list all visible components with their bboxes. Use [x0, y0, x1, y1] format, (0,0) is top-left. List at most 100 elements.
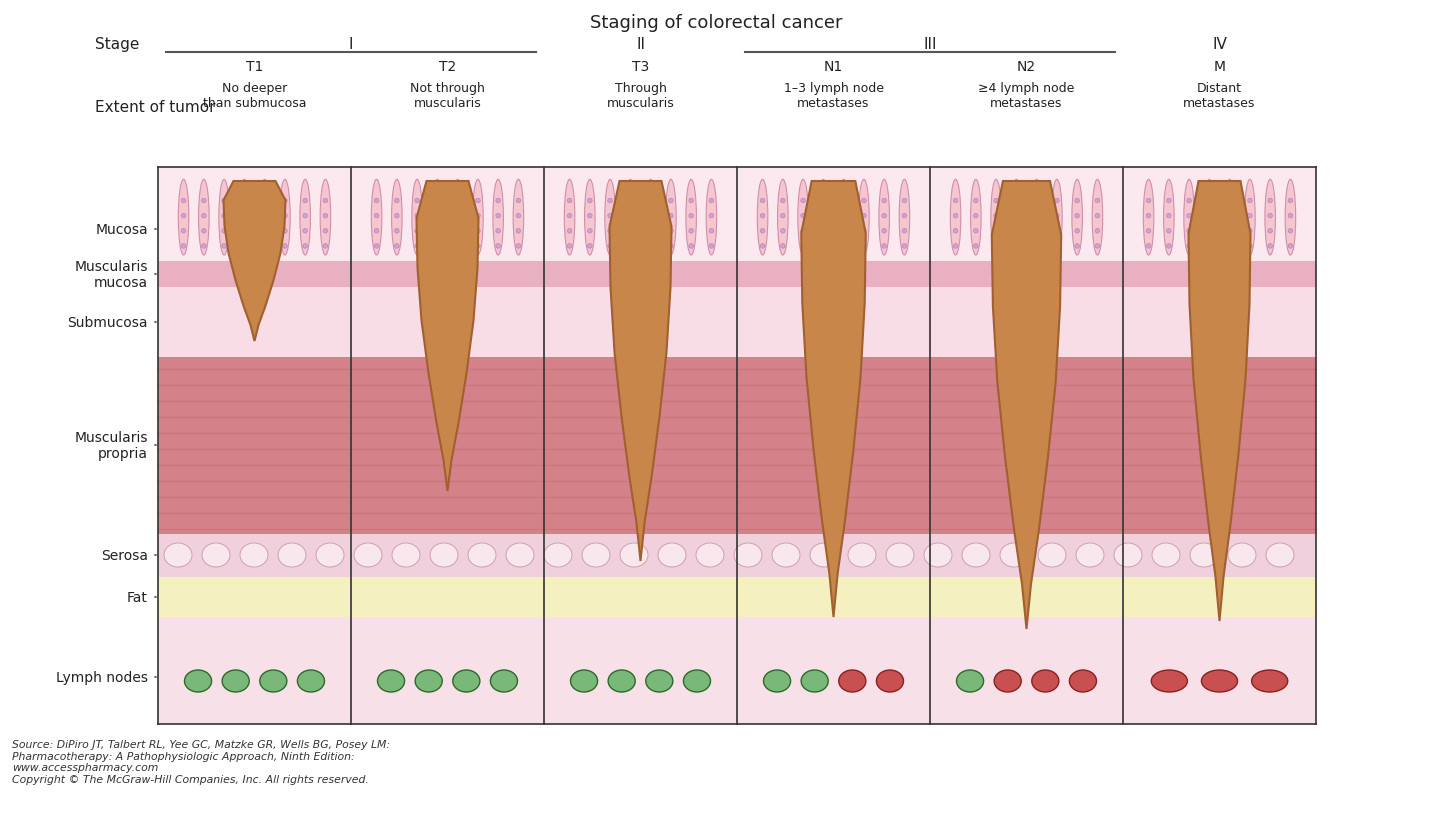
Circle shape: [780, 244, 785, 249]
Circle shape: [1075, 229, 1080, 234]
Circle shape: [629, 244, 633, 249]
Circle shape: [435, 199, 440, 203]
Ellipse shape: [1038, 543, 1065, 567]
Circle shape: [516, 214, 521, 218]
Text: Submucosa: Submucosa: [67, 316, 147, 330]
Circle shape: [282, 199, 288, 203]
Circle shape: [669, 229, 673, 234]
Circle shape: [435, 214, 440, 218]
Ellipse shape: [354, 543, 382, 567]
Circle shape: [821, 244, 826, 249]
Ellipse shape: [1032, 670, 1058, 692]
Circle shape: [974, 199, 978, 203]
Text: N2: N2: [1017, 60, 1037, 74]
Circle shape: [902, 199, 906, 203]
Circle shape: [222, 244, 226, 249]
Ellipse shape: [951, 180, 961, 256]
Circle shape: [567, 214, 571, 218]
Circle shape: [1167, 214, 1171, 218]
Ellipse shape: [222, 670, 249, 692]
Circle shape: [282, 229, 288, 234]
Ellipse shape: [859, 180, 869, 256]
Bar: [158, 261, 1316, 288]
Circle shape: [202, 199, 206, 203]
Ellipse shape: [735, 543, 762, 567]
Ellipse shape: [758, 180, 768, 256]
Circle shape: [780, 229, 785, 234]
Circle shape: [415, 244, 420, 249]
Ellipse shape: [686, 180, 696, 256]
Circle shape: [902, 244, 906, 249]
Circle shape: [689, 214, 693, 218]
Circle shape: [1095, 229, 1100, 234]
Ellipse shape: [800, 670, 828, 692]
Circle shape: [1014, 244, 1018, 249]
Circle shape: [182, 229, 186, 234]
Circle shape: [587, 244, 593, 249]
Ellipse shape: [241, 543, 268, 567]
Circle shape: [689, 199, 693, 203]
Ellipse shape: [392, 543, 420, 567]
Ellipse shape: [432, 180, 442, 256]
Ellipse shape: [772, 543, 800, 567]
Circle shape: [1054, 199, 1060, 203]
Circle shape: [1267, 244, 1273, 249]
Ellipse shape: [1264, 180, 1276, 256]
Circle shape: [974, 244, 978, 249]
Circle shape: [954, 244, 958, 249]
Circle shape: [587, 214, 593, 218]
Circle shape: [902, 229, 906, 234]
Circle shape: [760, 199, 765, 203]
Ellipse shape: [1229, 543, 1256, 567]
Circle shape: [1227, 214, 1232, 218]
Circle shape: [374, 229, 379, 234]
Ellipse shape: [1114, 543, 1141, 567]
Circle shape: [862, 199, 866, 203]
Circle shape: [629, 199, 633, 203]
Text: T3: T3: [632, 60, 649, 74]
Circle shape: [1167, 199, 1171, 203]
Ellipse shape: [468, 543, 495, 567]
Circle shape: [242, 199, 246, 203]
Circle shape: [282, 244, 288, 249]
Ellipse shape: [848, 543, 876, 567]
Circle shape: [780, 199, 785, 203]
Circle shape: [709, 199, 713, 203]
Ellipse shape: [581, 543, 610, 567]
Text: III: III: [924, 36, 937, 51]
Ellipse shape: [584, 180, 596, 256]
Ellipse shape: [165, 543, 192, 567]
Circle shape: [1146, 229, 1151, 234]
Text: N1: N1: [823, 60, 843, 74]
Circle shape: [455, 244, 460, 249]
Circle shape: [395, 244, 400, 249]
Ellipse shape: [1266, 543, 1295, 567]
Circle shape: [994, 229, 998, 234]
Polygon shape: [223, 182, 285, 342]
Circle shape: [821, 214, 826, 218]
Ellipse shape: [1164, 180, 1174, 256]
Ellipse shape: [683, 670, 710, 692]
Circle shape: [842, 199, 846, 203]
Circle shape: [1095, 244, 1100, 249]
Circle shape: [282, 214, 288, 218]
Circle shape: [689, 244, 693, 249]
Ellipse shape: [199, 180, 209, 256]
Circle shape: [415, 214, 420, 218]
Polygon shape: [992, 182, 1061, 629]
Circle shape: [302, 199, 308, 203]
Ellipse shape: [564, 180, 574, 256]
Circle shape: [324, 244, 328, 249]
Circle shape: [994, 199, 998, 203]
Ellipse shape: [453, 180, 463, 256]
Circle shape: [1034, 214, 1040, 218]
Text: Not through
muscularis: Not through muscularis: [410, 82, 485, 110]
Circle shape: [1207, 214, 1211, 218]
Circle shape: [800, 229, 805, 234]
Ellipse shape: [1011, 180, 1021, 256]
Ellipse shape: [994, 670, 1021, 692]
Circle shape: [395, 199, 400, 203]
Circle shape: [567, 244, 571, 249]
Circle shape: [202, 214, 206, 218]
Circle shape: [495, 244, 500, 249]
